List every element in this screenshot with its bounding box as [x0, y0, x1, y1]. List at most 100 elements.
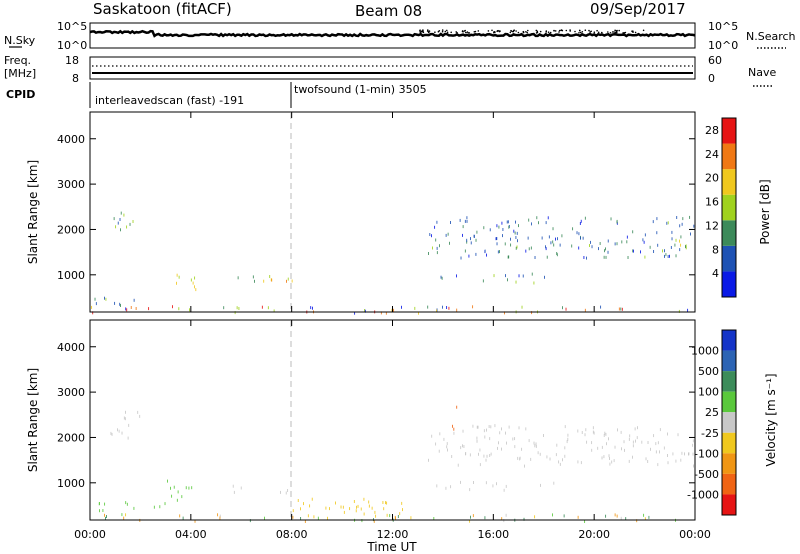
power-colorbar-label: 16	[705, 196, 719, 209]
velocity-colorbar-swatch	[722, 432, 736, 454]
velocity-colorbar-label: 100	[698, 386, 719, 399]
velocity-cell	[447, 448, 448, 452]
power-cell	[91, 305, 93, 309]
y-tick-label: 3000	[57, 178, 85, 191]
velocity-cell	[182, 516, 184, 520]
power-cell	[614, 242, 616, 246]
power-cell	[671, 237, 673, 241]
velocity-cell	[397, 515, 399, 518]
velocity-cell	[127, 436, 129, 440]
power-cell	[440, 275, 442, 279]
velocity-cell	[688, 452, 689, 456]
velocity-cell	[368, 504, 370, 508]
velocity-cell	[628, 459, 630, 463]
velocity-cell	[564, 425, 566, 429]
power-cell	[287, 277, 289, 281]
y-tick-label: 4000	[57, 341, 85, 354]
power-cell	[466, 238, 468, 242]
velocity-cell	[580, 461, 582, 465]
power-cell	[194, 285, 195, 289]
velocity-cell	[629, 434, 631, 438]
noise-search-point	[581, 31, 584, 33]
velocity-cell	[535, 444, 537, 448]
noise-search-point	[517, 31, 520, 34]
velocity-cell	[667, 432, 668, 436]
noise-search-point	[465, 31, 467, 34]
velocity-cell	[446, 445, 448, 449]
velocity-cell	[386, 513, 388, 517]
power-cell	[148, 307, 150, 311]
power-cell	[556, 253, 558, 257]
velocity-cell	[657, 463, 659, 467]
velocity-cell	[185, 486, 187, 490]
velocity-cell	[503, 519, 505, 523]
power-cell	[669, 254, 670, 258]
freq-left-tick-top: 18	[65, 54, 79, 67]
noise-right-tick-top: 10^5	[708, 20, 738, 33]
noise-search-point	[419, 31, 422, 33]
velocity-cell	[581, 431, 583, 434]
velocity-cell	[139, 414, 141, 418]
power-cell	[603, 255, 605, 259]
velocity-cell	[494, 424, 496, 428]
velocity-cell	[173, 485, 175, 489]
noise-search-point	[614, 31, 617, 34]
power-cell	[584, 216, 586, 220]
power-cell	[450, 221, 451, 224]
velocity-cell	[497, 446, 498, 450]
velocity-colorbar: 1000 500 100 25 -25 -100 -500 -1000	[687, 329, 737, 516]
noise-search-point	[467, 32, 470, 34]
power-colorbar-swatch	[722, 118, 736, 144]
velocity-cell	[624, 448, 625, 452]
power-cell	[115, 225, 117, 229]
power-cell	[237, 276, 239, 280]
velocity-cell	[373, 519, 375, 523]
noise-search-point	[450, 31, 453, 34]
power-cell	[632, 249, 634, 253]
velocity-cell	[363, 497, 365, 501]
noise-search-point	[574, 30, 576, 33]
power-cell	[545, 245, 546, 249]
power-cell	[429, 233, 431, 236]
velocity-cell	[659, 428, 661, 432]
power-y-title: Slant Range [km]	[26, 160, 40, 264]
velocity-cell	[635, 439, 636, 443]
noise-search-point	[477, 30, 480, 32]
velocity-cell	[625, 517, 627, 521]
power-cell	[675, 238, 677, 242]
velocity-cell	[361, 519, 363, 523]
power-cell	[517, 239, 518, 243]
power-cell	[470, 241, 472, 245]
velocity-cell	[562, 458, 563, 462]
power-cell	[676, 216, 678, 219]
x-tick-label: 16:00	[477, 528, 509, 541]
noise-search-point	[536, 31, 539, 34]
velocity-cell	[343, 510, 345, 514]
power-cell	[604, 249, 605, 253]
noise-search-point	[597, 31, 600, 34]
velocity-cell	[508, 425, 510, 429]
power-cell	[576, 231, 578, 235]
velocity-cell	[479, 463, 481, 467]
velocity-cell	[472, 424, 474, 428]
velocity-cell	[240, 486, 242, 490]
noise-search-point	[607, 31, 609, 33]
noise-search-point	[554, 30, 557, 32]
velocity-cell	[501, 517, 503, 521]
power-cell	[190, 278, 192, 282]
power-panel-frame	[89, 111, 696, 313]
power-cell	[498, 225, 500, 229]
velocity-heatmap-cells	[98, 405, 696, 523]
velocity-cell	[431, 434, 433, 438]
velocity-cell	[385, 501, 386, 505]
velocity-cell	[307, 514, 309, 518]
velocity-cell	[603, 434, 605, 437]
power-cell	[518, 274, 520, 278]
noise-search-point	[612, 31, 614, 33]
velocity-cell	[313, 515, 315, 519]
power-cell	[510, 243, 512, 247]
x-tick-label: 04:00	[175, 528, 207, 541]
noise-search-point	[547, 31, 550, 33]
noise-search-point	[466, 31, 469, 33]
noise-search-point	[618, 29, 620, 32]
